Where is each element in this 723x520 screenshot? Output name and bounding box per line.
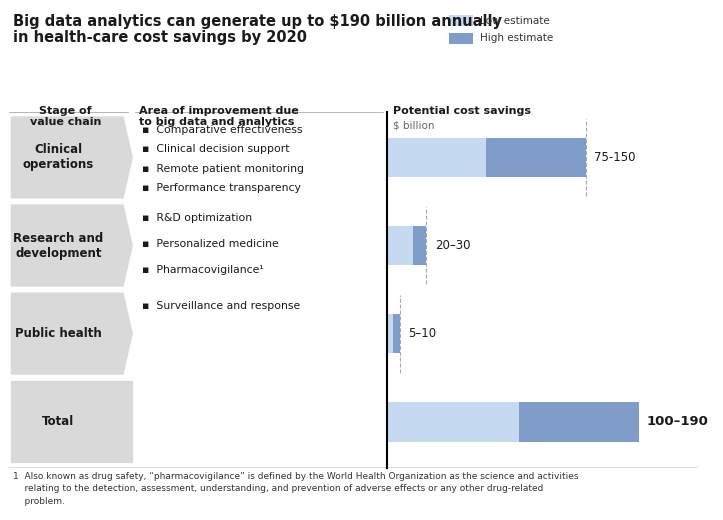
- Text: 1  Also known as drug safety, “pharmacovigilance” is defined by the World Health: 1 Also known as drug safety, “pharmacovi…: [13, 472, 578, 506]
- Text: in health-care cost savings by 2020: in health-care cost savings by 2020: [13, 30, 307, 45]
- Text: 100–190: 100–190: [647, 415, 709, 428]
- Text: ▪  Clinical decision support: ▪ Clinical decision support: [142, 144, 290, 154]
- Text: 75-150: 75-150: [594, 151, 636, 164]
- Text: High estimate: High estimate: [480, 33, 553, 43]
- Bar: [387, 138, 486, 177]
- Text: ▪  Performance transparency: ▪ Performance transparency: [142, 183, 301, 193]
- Bar: [450, 33, 473, 44]
- Text: $ billion: $ billion: [393, 120, 435, 130]
- Text: Clinical
operations: Clinical operations: [22, 144, 94, 172]
- Text: Research and
development: Research and development: [13, 231, 103, 259]
- Bar: [387, 314, 393, 354]
- Text: Area of improvement due
to big data and analytics: Area of improvement due to big data and …: [139, 106, 299, 127]
- Text: Total: Total: [42, 415, 74, 428]
- Text: Stage of
value chain: Stage of value chain: [30, 106, 101, 127]
- Text: ▪  Personalized medicine: ▪ Personalized medicine: [142, 239, 279, 249]
- Text: 20–30: 20–30: [435, 239, 470, 252]
- Text: ▪  Pharmacovigilance¹: ▪ Pharmacovigilance¹: [142, 265, 264, 275]
- Text: Big data analytics can generate up to $190 billion annually: Big data analytics can generate up to $1…: [13, 14, 502, 29]
- Text: ▪  Surveillance and response: ▪ Surveillance and response: [142, 301, 300, 311]
- Text: Low estimate: Low estimate: [480, 16, 550, 26]
- Bar: [393, 314, 400, 354]
- Polygon shape: [9, 379, 134, 464]
- Bar: [413, 226, 427, 265]
- Bar: [387, 226, 413, 265]
- Text: ▪  Comparative effectiveness: ▪ Comparative effectiveness: [142, 125, 302, 135]
- Polygon shape: [9, 115, 134, 200]
- Text: ▪  R&D optimization: ▪ R&D optimization: [142, 213, 252, 223]
- Text: 5–10: 5–10: [408, 327, 436, 340]
- Text: Potential cost savings: Potential cost savings: [393, 106, 531, 115]
- Text: Public health: Public health: [15, 327, 102, 340]
- Bar: [387, 402, 519, 441]
- Bar: [519, 402, 638, 441]
- Bar: [486, 138, 586, 177]
- Text: ▪  Remote patient monitoring: ▪ Remote patient monitoring: [142, 164, 304, 174]
- Bar: [450, 15, 473, 27]
- Polygon shape: [9, 203, 134, 288]
- Polygon shape: [9, 291, 134, 376]
